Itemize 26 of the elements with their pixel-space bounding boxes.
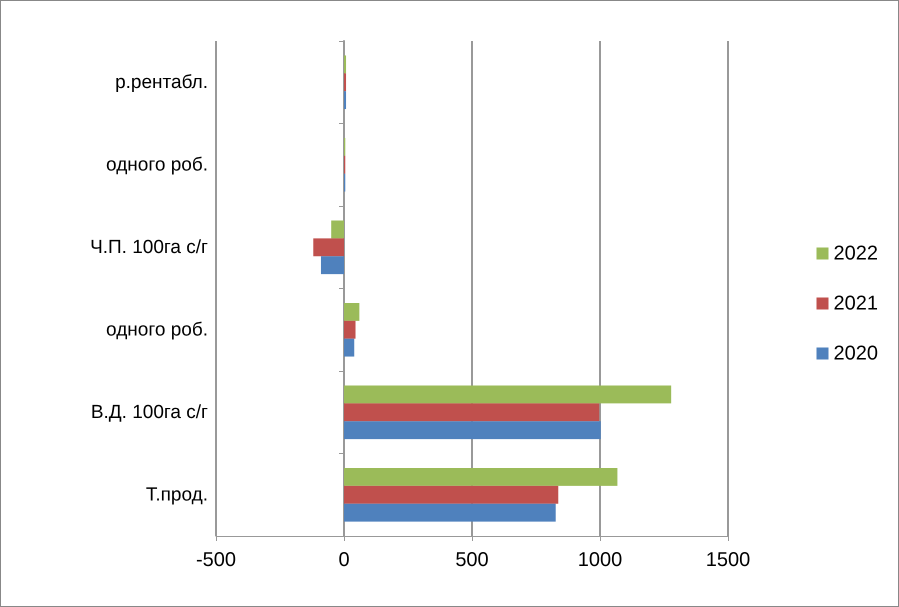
- bar: [344, 421, 601, 440]
- y-tick-label: р.рентабл.: [115, 72, 208, 93]
- bar: [344, 385, 672, 404]
- x-tick-label: 1000: [578, 549, 622, 571]
- bar: [344, 320, 356, 339]
- bar: [344, 504, 556, 522]
- bar: [344, 302, 360, 321]
- bar: [344, 403, 600, 422]
- bar: [344, 468, 618, 486]
- y-tick-label: В.Д. 100га с/г: [90, 402, 208, 423]
- y-tick-label: Т.прод.: [146, 484, 208, 506]
- bar: [331, 220, 344, 238]
- x-tick-label: 0: [338, 549, 350, 571]
- bar: [320, 256, 344, 274]
- bar: [344, 486, 558, 504]
- legend-label: 2021: [834, 292, 878, 314]
- y-tick-label: одного роб.: [106, 319, 208, 340]
- bar: [313, 238, 344, 256]
- x-tick-label: 1500: [706, 549, 750, 571]
- x-tick-label: -500: [196, 549, 236, 571]
- x-tick-label: 500: [455, 549, 489, 571]
- legend-label: 2020: [834, 342, 878, 364]
- y-tick-label: Ч.П. 100га с/г: [90, 236, 208, 258]
- bar: [344, 338, 354, 357]
- y-tick-label: одного роб.: [106, 154, 208, 176]
- legend-label: 2022: [834, 242, 878, 264]
